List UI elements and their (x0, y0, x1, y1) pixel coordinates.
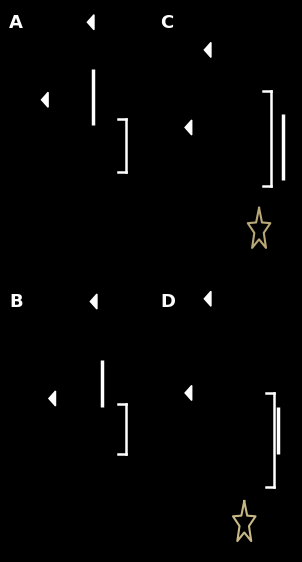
Polygon shape (204, 291, 211, 306)
Text: *: * (22, 510, 34, 531)
Polygon shape (185, 386, 192, 401)
Polygon shape (185, 120, 192, 135)
Text: A: A (9, 14, 23, 32)
Text: *: * (28, 209, 40, 229)
Polygon shape (41, 92, 48, 107)
Text: *: * (179, 209, 191, 229)
Text: C: C (160, 14, 173, 32)
Polygon shape (204, 42, 211, 57)
Polygon shape (87, 15, 94, 30)
Text: D: D (160, 293, 175, 311)
Polygon shape (49, 391, 56, 406)
Polygon shape (90, 294, 97, 309)
Text: B: B (9, 293, 23, 311)
